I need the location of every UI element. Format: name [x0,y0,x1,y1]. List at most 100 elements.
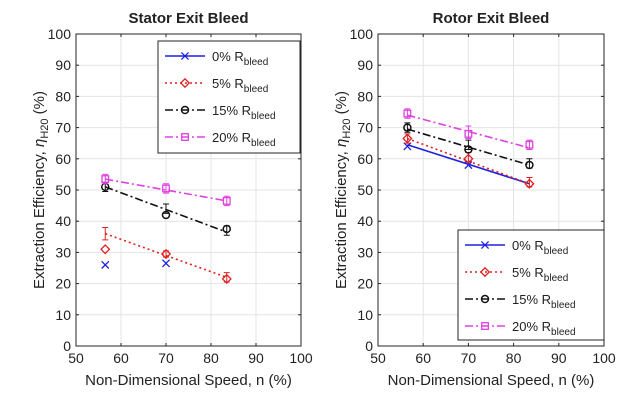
error-bar [465,139,472,150]
legend-marker [480,240,490,250]
y-tick-label: 50 [357,182,373,198]
series-3 [403,108,534,150]
data-point [100,244,111,255]
x-tick-label: 100 [289,350,313,366]
series-line [104,232,228,279]
y-tick-label: 80 [55,88,71,104]
y-axis-label-symbol: η [31,139,48,147]
data-point [403,142,412,151]
data-point [463,153,474,164]
data-point [525,160,534,170]
data-point [402,133,413,144]
x-tick-label: 50 [370,350,386,366]
legend-label-subscript: bleed [251,138,275,149]
x-tick-label: 80 [203,350,219,366]
legend-label: 20% Rbleed [512,319,576,338]
y-axis-label: Extraction Efficiency, ηH20 (%) [333,91,353,289]
x-tick-label: 100 [592,350,616,366]
legend-label: 5% Rbleed [212,76,268,95]
x-tick-label: 60 [415,350,431,366]
y-tick-label: 40 [357,213,373,229]
series-1 [402,133,535,189]
chart-title: Stator Exit Bleed [128,10,248,27]
x-tick-label: 90 [248,350,264,366]
y-tick-label: 80 [357,88,373,104]
data-point [161,210,171,220]
legend-marker [480,294,490,304]
series-line [407,114,530,149]
data-point [160,248,172,260]
legend-label: 0% Rbleed [212,49,268,68]
series-line [105,178,227,202]
error-bar [465,125,472,140]
y-axis-label: Extraction Efficiency, ηH20 (%) [31,91,51,289]
y-tick-label: 40 [55,213,71,229]
y-tick-label: 10 [55,307,71,323]
y-tick-label: 10 [357,307,373,323]
data-point [222,196,231,205]
y-tick-label: 0 [365,338,373,354]
legend-label-main: 15% R [212,103,251,118]
y-tick-label: 0 [63,338,71,354]
legend-marker [179,77,191,89]
y-axis-label-unit: (%) [333,91,350,119]
data-point [464,145,473,154]
y-tick-label: 90 [55,57,71,73]
legend-marker [180,51,190,61]
x-tick-label: 80 [506,350,522,366]
legend-label: 0% Rbleed [512,238,568,257]
y-tick-label: 30 [357,244,373,260]
data-point [525,140,534,149]
x-axis-label: Non-Dimensional Speed, n (%) [85,372,292,389]
x-tick-label: 50 [68,350,84,366]
legend-marker [479,266,491,278]
y-axis-label-subscript: H20 [341,118,353,138]
series-2 [403,122,534,170]
legend-label-subscript: bleed [551,300,575,311]
y-tick-label: 70 [55,120,71,136]
y-axis-label-main: Extraction Efficiency, [333,147,350,289]
legend-label: 15% Rbleed [512,292,576,311]
x-axis-label: Non-Dimensional Speed, n (%) [388,372,595,389]
chart-panel-1: 50 60 70 80 90 100 0 10 20 30 40 50 60 70 80 90 100 Stato… [31,10,313,389]
data-point [101,260,110,269]
legend-label-subscript: bleed [544,273,568,284]
data-point [464,160,473,170]
y-axis-label-symbol: η [333,139,350,147]
legend-label-main: 5% R [212,76,244,91]
legend-label-main: 20% R [212,130,251,145]
series-1 [100,226,232,285]
y-tick-label: 100 [48,26,72,42]
x-tick-label: 70 [158,350,174,366]
data-point [161,259,171,268]
legend-marker [481,322,489,330]
legend-label-main: 0% R [212,49,244,64]
data-point [524,178,535,189]
data-point [222,224,231,234]
series-0 [101,259,171,269]
y-tick-label: 50 [55,182,71,198]
x-tick-label: 70 [461,350,477,366]
data-point [403,109,412,118]
series-line [407,128,530,166]
legend-marker [180,105,190,115]
legend-label-subscript: bleed [551,327,575,338]
data-point [162,184,170,193]
data-point [101,175,110,184]
error-bar [163,250,169,258]
legend-label-subscript: bleed [544,246,568,257]
chart-title: Rotor Exit Bleed [433,10,550,27]
series-3 [101,173,231,207]
data-point [403,123,412,132]
legend-label-main: 20% R [512,319,551,334]
legend-label-subscript: bleed [244,84,268,95]
legend-label: 5% Rbleed [512,265,568,284]
legend-label-main: 0% R [512,238,544,253]
y-tick-label: 100 [350,26,374,42]
y-tick-label: 60 [357,151,373,167]
y-tick-label: 60 [55,151,71,167]
data-point [464,129,473,138]
error-bar [102,226,109,241]
